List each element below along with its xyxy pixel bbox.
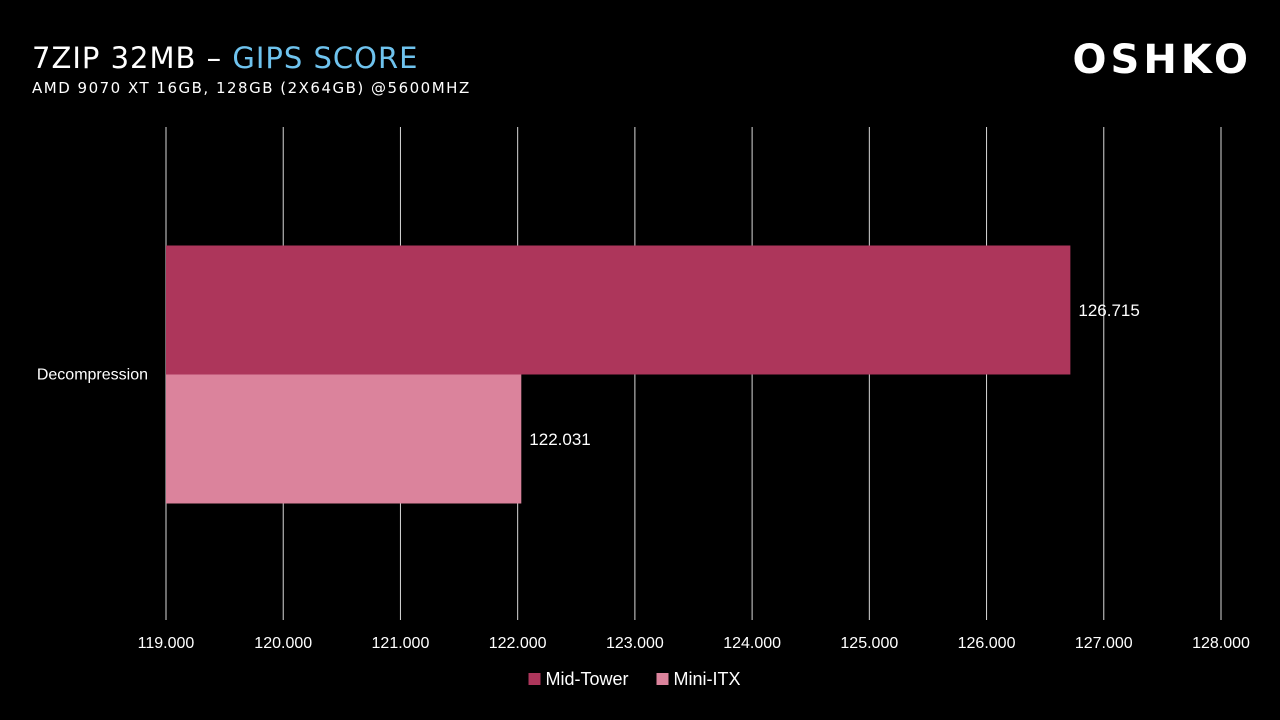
chart-subtitle: AMD 9070 XT 16GB, 128GB (2x64GB) @5600MH…: [32, 79, 471, 97]
x-tick-label: 119.000: [138, 635, 195, 652]
x-tick-label: 127.000: [1075, 635, 1133, 652]
category-label: Decompression: [37, 367, 148, 384]
x-tick-label: 128.000: [1192, 635, 1250, 652]
x-tick-label: 123.000: [606, 635, 664, 652]
chart-title-main: 7ZIP 32MB –: [32, 41, 233, 75]
chart-title-accent: GIPS SCORE: [232, 41, 419, 75]
x-tick-label: 126.000: [958, 635, 1016, 652]
data-label: 122.031: [529, 430, 590, 449]
x-tick-label: 125.000: [840, 635, 898, 652]
legend-swatch: [528, 673, 541, 685]
bar-mini-itx: [166, 374, 522, 504]
legend-swatch: [656, 673, 669, 685]
x-tick-label: 120.000: [254, 635, 312, 652]
brand-logo: OSHKO: [1072, 37, 1252, 83]
x-tick-label: 124.000: [723, 635, 781, 652]
chart-title: 7ZIP 32MB – GIPS SCORE: [32, 44, 471, 73]
legend-label: Mid-Tower: [546, 669, 629, 689]
x-tick-label: 122.000: [489, 635, 547, 652]
legend-label: Mini-ITX: [674, 669, 741, 689]
data-label: 126.715: [1078, 301, 1139, 320]
title-block: 7ZIP 32MB – GIPS SCORE AMD 9070 XT 16GB,…: [32, 44, 471, 98]
x-tick-label: 121.000: [372, 635, 430, 652]
bar-mid-tower: [166, 245, 1071, 375]
